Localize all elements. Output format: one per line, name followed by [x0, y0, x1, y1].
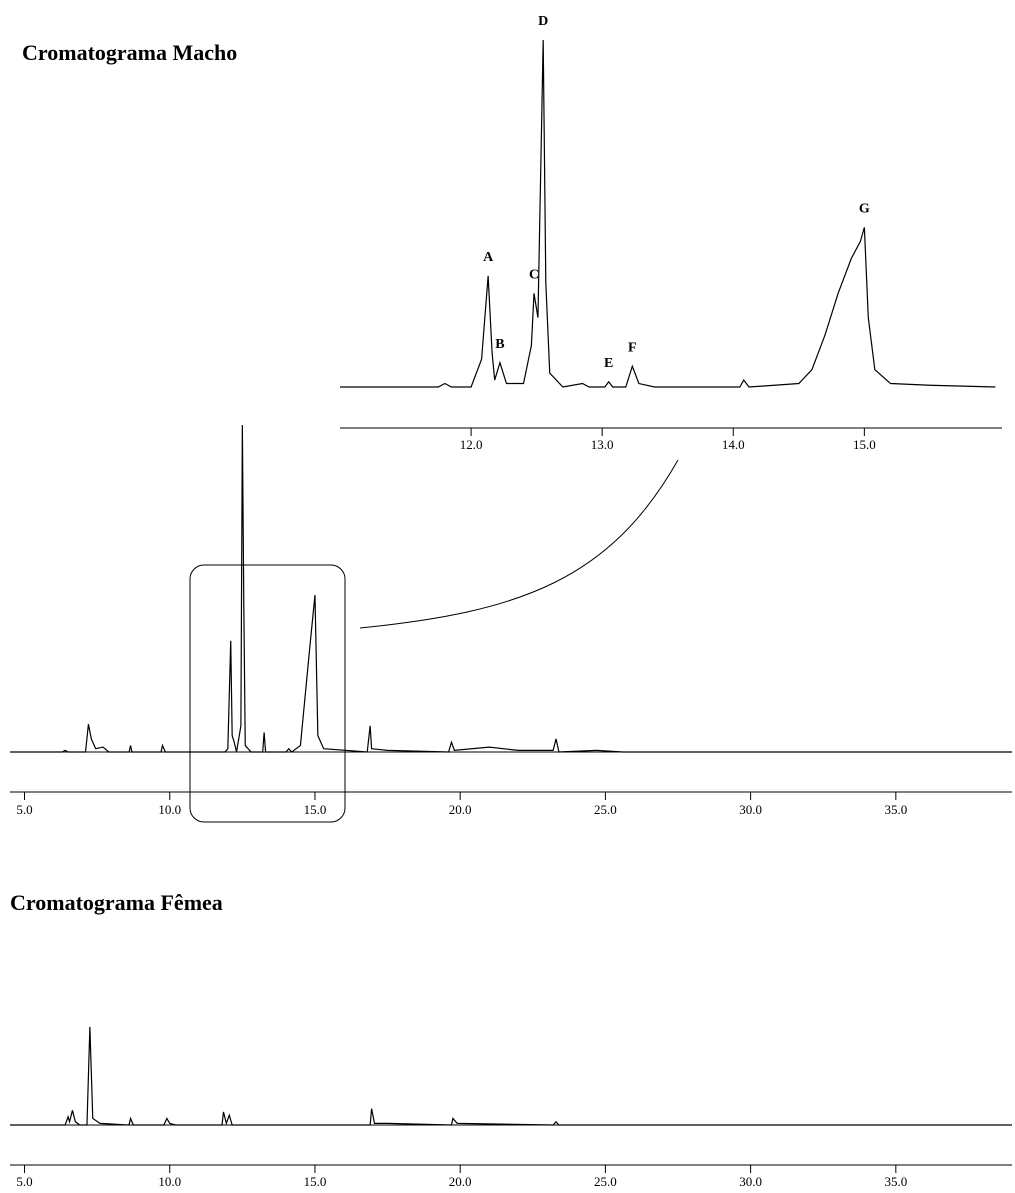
chart-title: Cromatograma Macho [22, 40, 237, 65]
x-tick-label: 12.0 [460, 437, 483, 452]
peak-label: D [538, 14, 548, 29]
x-tick-label: 25.0 [594, 802, 617, 817]
chromatogram-trace [10, 1026, 1012, 1126]
x-tick-label: 20.0 [449, 802, 472, 817]
x-tick-label: 15.0 [304, 802, 327, 817]
x-tick-label: 15.0 [304, 1174, 327, 1189]
x-tick-label: 35.0 [884, 1174, 907, 1189]
x-tick-label: 13.0 [591, 437, 614, 452]
x-tick-label: 10.0 [158, 802, 181, 817]
x-tick-label: 30.0 [739, 1174, 762, 1189]
zoom-connector [359, 459, 679, 629]
zoom-box [189, 564, 346, 823]
x-tick-label: 25.0 [594, 1174, 617, 1189]
peak-label: F [628, 340, 637, 355]
chromatogram-trace [340, 39, 996, 388]
peak-label: B [495, 337, 504, 352]
chart-title: Cromatograma Fêmea [10, 890, 223, 915]
chromatogram-trace [10, 424, 1012, 753]
x-tick-label: 30.0 [739, 802, 762, 817]
peak-label: E [604, 356, 613, 371]
x-tick-label: 14.0 [722, 437, 745, 452]
x-tick-label: 35.0 [884, 802, 907, 817]
x-tick-label: 20.0 [449, 1174, 472, 1189]
x-tick-label: 5.0 [16, 1174, 32, 1189]
peak-label: A [483, 250, 494, 265]
x-tick-label: 5.0 [16, 802, 32, 817]
peak-label: G [859, 202, 870, 217]
peak-label: C [529, 268, 539, 283]
x-tick-label: 15.0 [853, 437, 876, 452]
x-tick-label: 10.0 [158, 1174, 181, 1189]
